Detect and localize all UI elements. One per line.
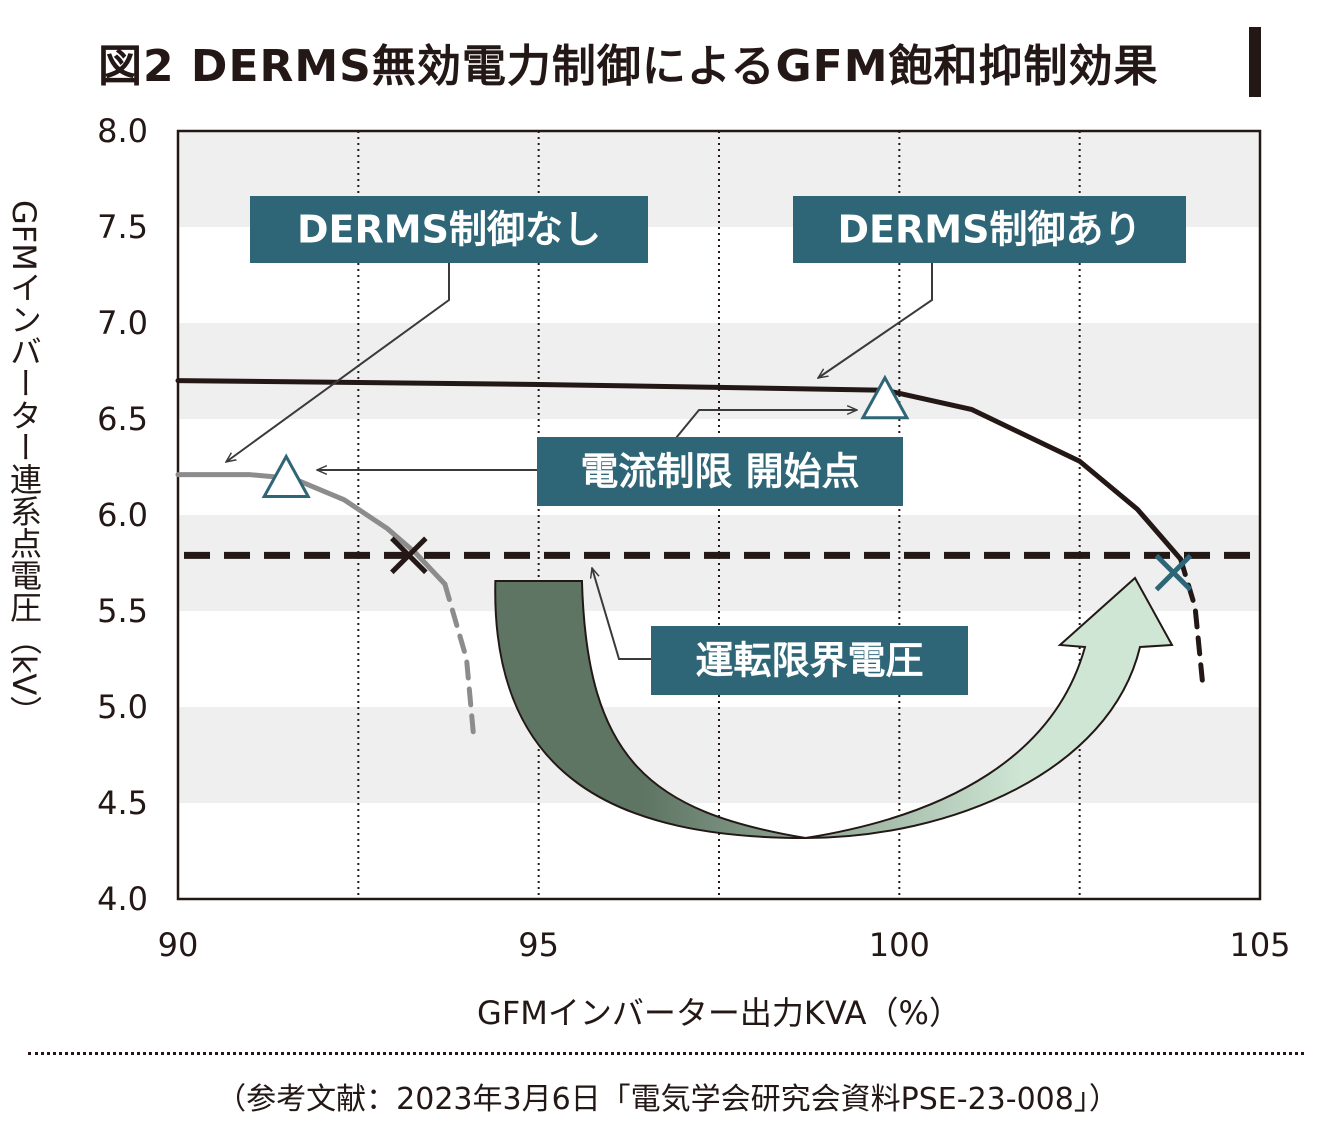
annotation-label: 電流制限 開始点 bbox=[580, 450, 859, 494]
annotation-label: DERMS制御なし bbox=[297, 208, 601, 252]
limit-crossing-marker bbox=[1154, 553, 1193, 592]
annotation-leaders bbox=[226, 262, 933, 660]
x-tick-label: 105 bbox=[1229, 926, 1290, 964]
x-tick-label: 100 bbox=[869, 926, 930, 964]
x-axis-label: GFMインバーター出力KVA（%） bbox=[477, 994, 961, 1032]
y-tick-label: 6.5 bbox=[97, 400, 148, 438]
source-citation: （参考文献：2023年3月6日「電気学会研究会資料PSE-23-008」） bbox=[216, 1082, 1119, 1117]
footer-divider bbox=[28, 1052, 1304, 1055]
x-tick-labels: 90 95 100 105 bbox=[158, 926, 1291, 964]
annotation-box bbox=[651, 626, 968, 695]
x-tick-label: 95 bbox=[518, 926, 559, 964]
annotation-box bbox=[537, 437, 903, 506]
y-tick-label: 5.0 bbox=[97, 688, 148, 726]
plot-frame bbox=[176, 129, 1262, 901]
series-layer bbox=[175, 378, 1205, 741]
series-line-solid bbox=[175, 378, 1184, 562]
y-tick-label: 7.0 bbox=[97, 304, 148, 342]
annotation-box bbox=[250, 196, 648, 263]
limit-crossing-marker bbox=[390, 536, 428, 575]
series-line-solid bbox=[175, 472, 448, 587]
series-line-dashed bbox=[1178, 556, 1205, 683]
y-tick-label: 5.5 bbox=[97, 592, 148, 630]
y-tick-label: 8.0 bbox=[97, 112, 148, 150]
annotation-leader bbox=[818, 262, 933, 378]
chart-title: 図2 DERMS無効電力制御によるGFM飽和抑制効果 bbox=[98, 41, 1159, 92]
current-limit-start-marker bbox=[261, 453, 311, 499]
x-tick-label: 90 bbox=[158, 926, 199, 964]
y-axis-label: GFMインバーター連系点電圧（kV） bbox=[5, 200, 43, 727]
markers bbox=[261, 374, 1193, 592]
current-limit-start-marker bbox=[860, 374, 910, 420]
title-accent-bar bbox=[1249, 27, 1261, 97]
series-line-dashed bbox=[442, 581, 477, 741]
y-tick-label: 4.0 bbox=[97, 880, 148, 918]
chart: 4.0 4.5 5.0 5.5 6.0 6.5 7.0 7.5 8.0 90 95 100 105 G… bbox=[5, 112, 1291, 1032]
annotation-box bbox=[793, 196, 1186, 263]
y-tick-label: 7.5 bbox=[97, 208, 148, 246]
annotation-leader bbox=[592, 568, 655, 660]
improvement-arrow bbox=[494, 576, 1174, 840]
y-tick-labels: 4.0 4.5 5.0 5.5 6.0 6.5 7.0 7.5 8.0 bbox=[97, 112, 148, 918]
annotation-label: DERMS制御あり bbox=[838, 208, 1142, 252]
y-tick-label: 6.0 bbox=[97, 496, 148, 534]
annotation-label: 運転限界電圧 bbox=[695, 639, 923, 683]
y-tick-label: 4.5 bbox=[97, 784, 148, 822]
annotation-leader bbox=[675, 410, 857, 439]
annotation-leader bbox=[226, 262, 450, 462]
